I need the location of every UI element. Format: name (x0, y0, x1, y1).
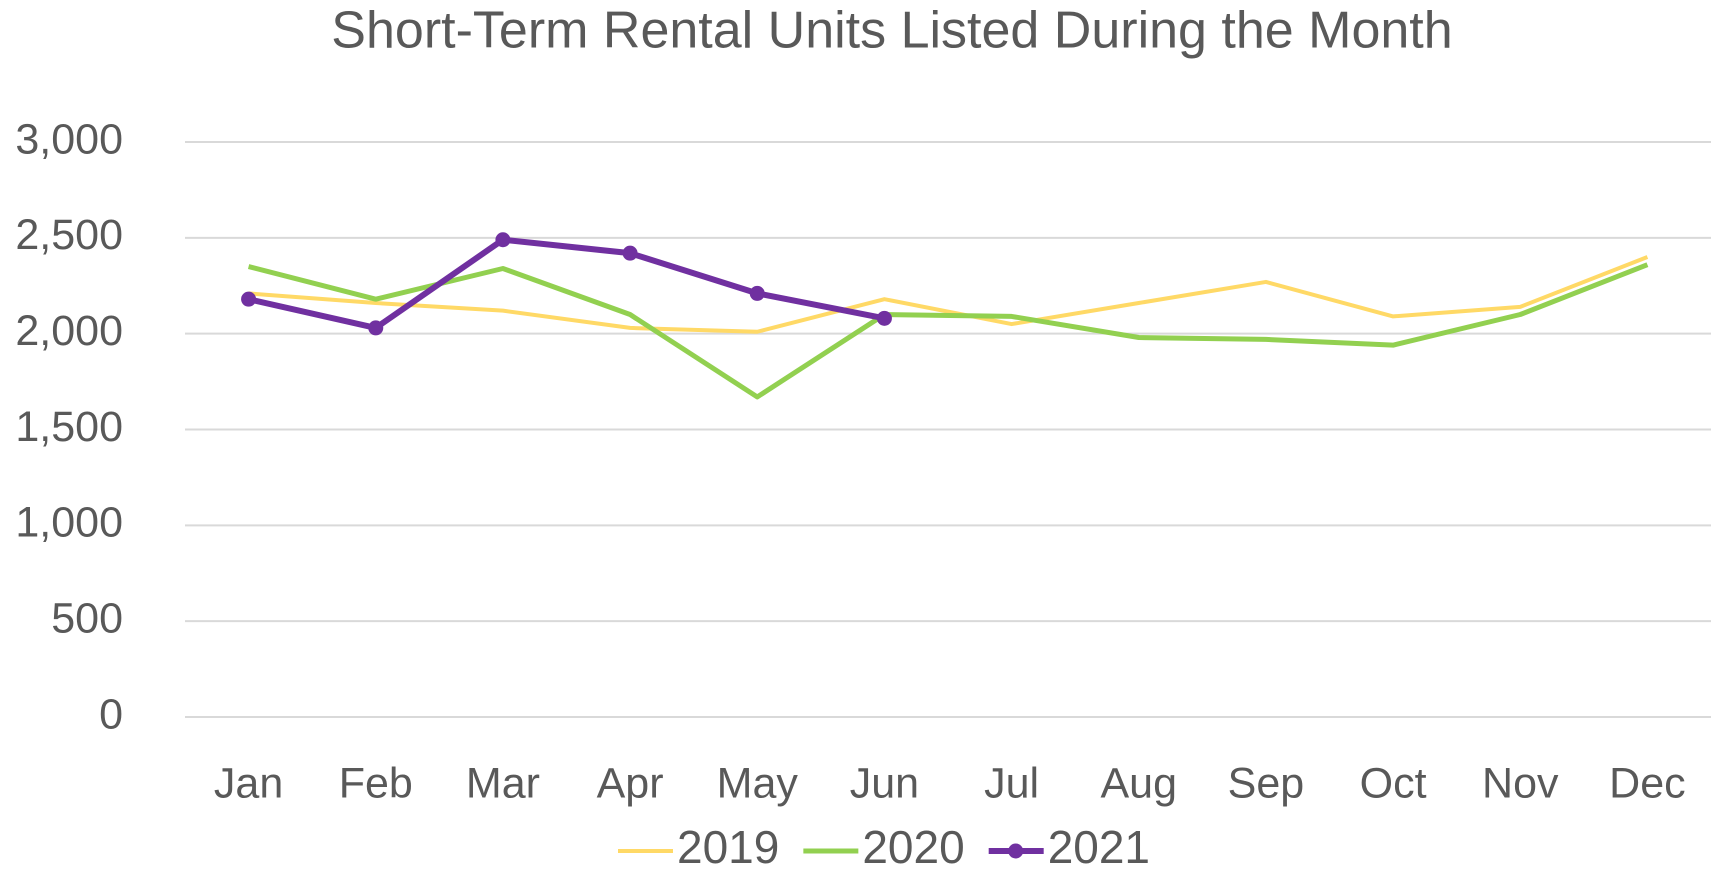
x-tick-label: Sep (1228, 759, 1305, 807)
y-tick-label: 1,500 (15, 403, 123, 451)
chart-title: Short-Term Rental Units Listed During th… (331, 2, 1452, 60)
point-marker (495, 232, 511, 248)
point-marker (876, 310, 892, 326)
legend-label: 2019 (677, 821, 779, 873)
point-marker (241, 291, 257, 307)
x-tick-label: Dec (1609, 759, 1685, 807)
point-marker (622, 245, 638, 261)
y-tick-label: 1,000 (15, 499, 123, 547)
series-line (248, 255, 1649, 334)
legend-marker (1008, 843, 1024, 859)
series-line (247, 262, 1649, 400)
x-tick-label: Apr (597, 759, 664, 807)
x-tick-label: May (717, 759, 799, 807)
point-marker (368, 320, 384, 336)
y-tick-label: 0 (99, 690, 123, 738)
x-tick-label: Jun (850, 759, 919, 807)
y-tick-label: 3,000 (15, 115, 123, 163)
x-tick-label: Jul (984, 759, 1039, 807)
y-tick-label: 2,000 (15, 307, 123, 355)
y-tick-label: 2,500 (15, 211, 123, 259)
legend-label: 2020 (862, 821, 964, 873)
x-tick-label: Nov (1482, 759, 1559, 807)
point-marker (749, 285, 765, 301)
y-tick-label: 500 (51, 595, 123, 643)
x-tick-label: Aug (1100, 759, 1177, 807)
x-tick-label: Feb (339, 759, 413, 807)
x-tick-label: Jan (214, 759, 283, 807)
legend-label: 2021 (1048, 821, 1150, 873)
x-tick-label: Mar (466, 759, 540, 807)
series-line (247, 236, 885, 331)
x-tick-label: Oct (1360, 759, 1427, 807)
